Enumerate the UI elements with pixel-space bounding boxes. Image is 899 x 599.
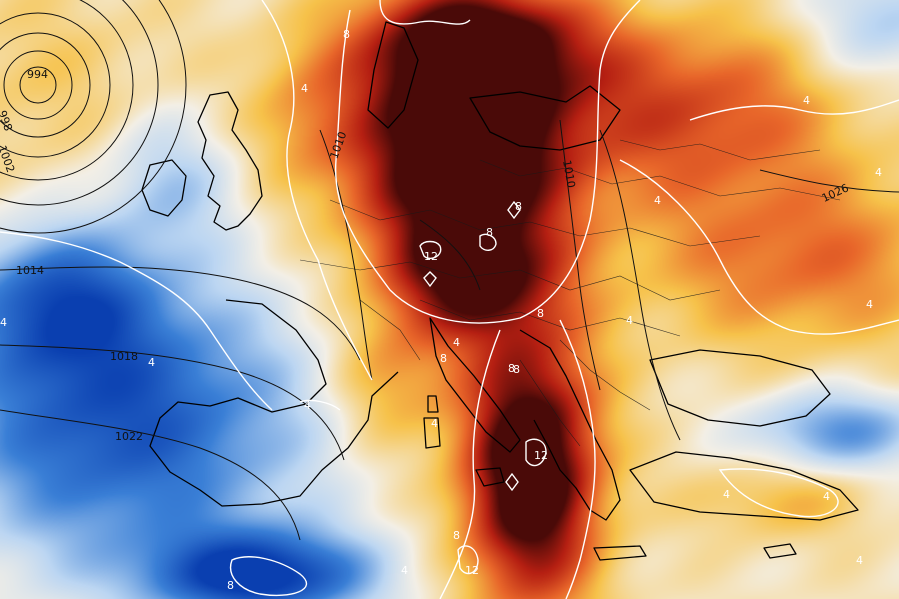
coastline-ireland xyxy=(141,159,187,217)
pressure-label-1022: 1022 xyxy=(115,430,143,443)
anomaly-labels: 8 4 4 12 8 8 8 8 4 4 4 4 4 8 12 12 8 8 4… xyxy=(0,28,882,592)
coastline-baltic xyxy=(469,85,621,151)
coastline-france-iberia xyxy=(149,299,399,507)
coastline-scandinavia-tip xyxy=(367,21,419,129)
anomaly-label: 8 xyxy=(486,226,493,239)
anomaly-label: 8 xyxy=(508,362,515,375)
anomaly-label: 4 xyxy=(148,356,155,369)
anomaly-label: 4 xyxy=(626,314,633,327)
coastline-corsica xyxy=(427,395,439,413)
coastline-italy xyxy=(429,317,521,453)
anomaly-label: 12 xyxy=(424,250,438,263)
anomaly-label: 12 xyxy=(534,449,548,462)
anomaly-label: 8 xyxy=(227,579,234,592)
pressure-label-998: 998 xyxy=(0,109,15,133)
anomaly-label: 4 xyxy=(723,488,730,501)
coastline-sicily xyxy=(475,467,505,487)
anomaly-label: 4 xyxy=(823,490,830,503)
low-pressure-center xyxy=(19,66,57,104)
coastline-cyprus xyxy=(763,543,797,559)
anomaly-label: 4 xyxy=(453,336,460,349)
anomaly-label: 4 xyxy=(856,554,863,567)
coastlines xyxy=(141,21,859,561)
coastline-turkey xyxy=(629,451,859,521)
anomaly-label: 4 xyxy=(431,417,438,430)
isobars xyxy=(0,0,899,541)
pressure-label-994: 994 xyxy=(27,68,48,81)
pressure-label-1018: 1018 xyxy=(110,350,138,363)
coastline-sardinia xyxy=(423,417,441,449)
pressure-label-1014: 1014 xyxy=(16,264,44,277)
anomaly-label: 8 xyxy=(537,307,544,320)
anomaly-label: 8 xyxy=(515,200,522,213)
coastline-british-isles xyxy=(197,91,263,231)
anomaly-label: 4 xyxy=(875,166,882,179)
anomaly-label: 4 xyxy=(401,564,408,577)
pressure-label-1010-b: 1010 xyxy=(560,159,578,189)
anomaly-label: 4 xyxy=(301,82,308,95)
anomaly-label: 12 xyxy=(465,564,479,577)
anomaly-label: 8 xyxy=(440,352,447,365)
pressure-label-1010-a: 1010 xyxy=(328,130,350,161)
coastline-black-sea xyxy=(649,349,831,427)
anomaly-label: 4 xyxy=(654,194,661,207)
coastline-balkans-greece xyxy=(519,329,621,521)
anomaly-label: 4 xyxy=(304,399,311,412)
anomaly-label: 8 xyxy=(513,363,520,376)
anomaly-label: 8 xyxy=(453,529,460,542)
anomaly-label: 4 xyxy=(0,316,7,329)
coastline-crete xyxy=(593,545,647,561)
anomaly-label: 4 xyxy=(866,298,873,311)
anomaly-label: 4 xyxy=(803,94,810,107)
anomaly-label: 8 xyxy=(343,28,350,41)
pressure-label-1002: 1002 xyxy=(0,144,17,175)
